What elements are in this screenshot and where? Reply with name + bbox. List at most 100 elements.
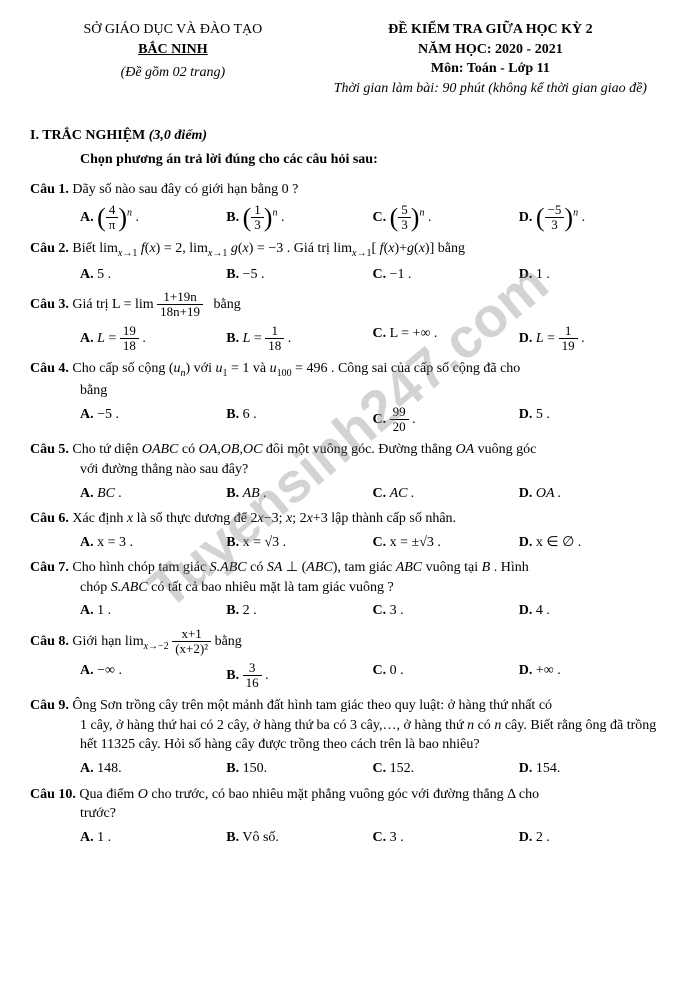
- question-2: Câu 2. Biết limx→1 f(x) = 2, limx→1 g(x)…: [30, 239, 665, 261]
- qtext: Cho tứ diện OABC có OA,OB,OC đôi một vuô…: [72, 442, 536, 457]
- opt-b: B. AB .: [226, 484, 372, 504]
- opt-a: A. 5 .: [80, 265, 226, 285]
- section-points: (3,0 điểm): [149, 128, 207, 143]
- opt-c: C. AC .: [373, 484, 519, 504]
- opt-b: B. 2 .: [226, 601, 372, 621]
- opt-d: D. L = 119 .: [519, 324, 665, 354]
- opt-a: A. (4π)n .: [80, 203, 226, 233]
- question-3: Câu 3. Giá trị L = lim 1+19n18n+19 bằng: [30, 290, 665, 320]
- opt-text: AC .: [390, 486, 415, 501]
- opt-text: −∞ .: [97, 663, 122, 678]
- exam-title: ĐỀ KIỂM TRA GIỮA HỌC KỲ 2: [316, 20, 665, 40]
- opt-a: A. 1 .: [80, 828, 226, 848]
- opt-b: B. 316 .: [226, 661, 372, 691]
- opt-text: 4 .: [536, 603, 550, 618]
- province-label: BẮC NINH: [30, 40, 316, 60]
- qnum: Câu 6.: [30, 511, 69, 526]
- math-lim: limx→−2: [125, 634, 169, 649]
- qnum: Câu 1.: [30, 182, 69, 197]
- opt-d: D. 4 .: [519, 601, 665, 621]
- options-3: A. L = 1918 . B. L = 118 . C. L = +∞ . D…: [80, 324, 665, 354]
- opt-text: x = ±√3 .: [390, 535, 441, 550]
- opt-text: 2 .: [243, 603, 257, 618]
- opt-d: D. 154.: [519, 759, 665, 779]
- question-10: Câu 10. Qua điểm O cho trước, có bao nhi…: [30, 785, 665, 824]
- options-7: A. 1 . B. 2 . C. 3 . D. 4 .: [80, 601, 665, 621]
- opt-text: 148.: [97, 761, 122, 776]
- opt-text: OA .: [536, 486, 561, 501]
- math-lim: limx→1 g(x): [189, 241, 253, 256]
- qnum: Câu 8.: [30, 634, 69, 649]
- qnum: Câu 5.: [30, 442, 69, 457]
- qnum: Câu 2.: [30, 241, 69, 256]
- page-count: (Đề gồm 02 trang): [30, 63, 316, 83]
- qtext: = 2,: [164, 241, 189, 256]
- opt-text: 2 .: [536, 830, 550, 845]
- section-title: I. TRẮC NGHIỆM (3,0 điểm): [30, 126, 665, 146]
- opt-text: AB .: [243, 486, 267, 501]
- opt-a: A. −∞ .: [80, 661, 226, 691]
- opt-text: x ∈ ∅ .: [536, 535, 581, 550]
- opt-a: A. 1 .: [80, 601, 226, 621]
- qtext: Xác định x là số thực dương để 2x−3; x; …: [72, 511, 456, 526]
- fraction: x+1(x+2)²: [172, 627, 211, 657]
- opt-text: 1 .: [97, 830, 111, 845]
- opt-b: B. Vô số.: [226, 828, 372, 848]
- opt-a: A. L = 1918 .: [80, 324, 226, 354]
- opt-c: C. −1 .: [373, 265, 519, 285]
- qnum: Câu 10.: [30, 787, 76, 802]
- qtext: Qua điểm O cho trước, có bao nhiêu mặt p…: [79, 787, 539, 802]
- opt-d: D. (−53)n .: [519, 203, 665, 233]
- qnum: Câu 3.: [30, 297, 69, 312]
- opt-a: A. x = 3 .: [80, 533, 226, 553]
- opt-b: B. x = √3 .: [226, 533, 372, 553]
- opt-text: −5 .: [97, 407, 119, 422]
- opt-d: D. 5 .: [519, 405, 665, 435]
- opt-c: C. (53)n .: [373, 203, 519, 233]
- options-5: A. BC . B. AB . C. AC . D. OA .: [80, 484, 665, 504]
- opt-text: L = +∞ .: [390, 326, 438, 341]
- options-2: A. 5 . B. −5 . C. −1 . D. 1 .: [80, 265, 665, 285]
- math-lim: limx→1 f(x): [99, 241, 160, 256]
- opt-text: 5 .: [536, 407, 550, 422]
- qtext: bằng: [210, 297, 241, 312]
- qtext: Cho hình chóp tam giác S.ABC có SA ⊥ (AB…: [72, 560, 528, 575]
- opt-b: B. L = 118 .: [226, 324, 372, 354]
- options-4: A. −5 . B. 6 . C. 9920 . D. 5 .: [80, 405, 665, 435]
- opt-d: D. +∞ .: [519, 661, 665, 691]
- opt-text: BC .: [97, 486, 122, 501]
- qtext: = −3 . Giá trị: [257, 241, 333, 256]
- options-6: A. x = 3 . B. x = √3 . C. x = ±√3 . D. x…: [80, 533, 665, 553]
- header-right: ĐỀ KIỂM TRA GIỮA HỌC KỲ 2 NĂM HỌC: 2020 …: [316, 20, 665, 98]
- opt-text: 3 .: [390, 603, 404, 618]
- exam-header: SỞ GIÁO DỤC VÀ ĐÀO TẠO BẮC NINH (Đề gồm …: [30, 20, 665, 98]
- opt-c: C. x = ±√3 .: [373, 533, 519, 553]
- opt-text: 152.: [390, 761, 415, 776]
- qtext-cont: với đường thẳng nào sau đây?: [80, 460, 665, 480]
- dept-label: SỞ GIÁO DỤC VÀ ĐÀO TẠO: [30, 20, 316, 40]
- qnum: Câu 7.: [30, 560, 69, 575]
- qtext: bằng: [215, 634, 242, 649]
- subject-label: Môn: Toán - Lớp 11: [316, 59, 665, 79]
- opt-c: C. 3 .: [373, 828, 519, 848]
- opt-d: D. OA .: [519, 484, 665, 504]
- opt-text: Vô số.: [242, 830, 279, 845]
- question-5: Câu 5. Cho tứ diện OABC có OA,OB,OC đôi …: [30, 440, 665, 479]
- opt-c: C. 9920 .: [373, 405, 519, 435]
- question-6: Câu 6. Xác định x là số thực dương để 2x…: [30, 509, 665, 529]
- opt-text: 5 .: [97, 267, 111, 282]
- question-8: Câu 8. Giới hạn limx→−2 x+1(x+2)² bằng: [30, 627, 665, 657]
- opt-b: B. 6 .: [226, 405, 372, 435]
- options-9: A. 148. B. 150. C. 152. D. 154.: [80, 759, 665, 779]
- qtext-cont: trước?: [80, 804, 665, 824]
- opt-text: 1 .: [536, 267, 550, 282]
- options-1: A. (4π)n . B. (13)n . C. (53)n . D. (−53…: [80, 203, 665, 233]
- qtext: bằng: [438, 241, 465, 256]
- opt-text: x = √3 .: [243, 535, 287, 550]
- qtext: Cho cấp số cộng (un) với u1 = 1 và u100 …: [72, 361, 520, 376]
- opt-a: A. −5 .: [80, 405, 226, 435]
- opt-a: A. 148.: [80, 759, 226, 779]
- fraction: 1+19n18n+19: [157, 290, 203, 320]
- opt-text: 154.: [536, 761, 561, 776]
- opt-c: C. L = +∞ .: [373, 324, 519, 354]
